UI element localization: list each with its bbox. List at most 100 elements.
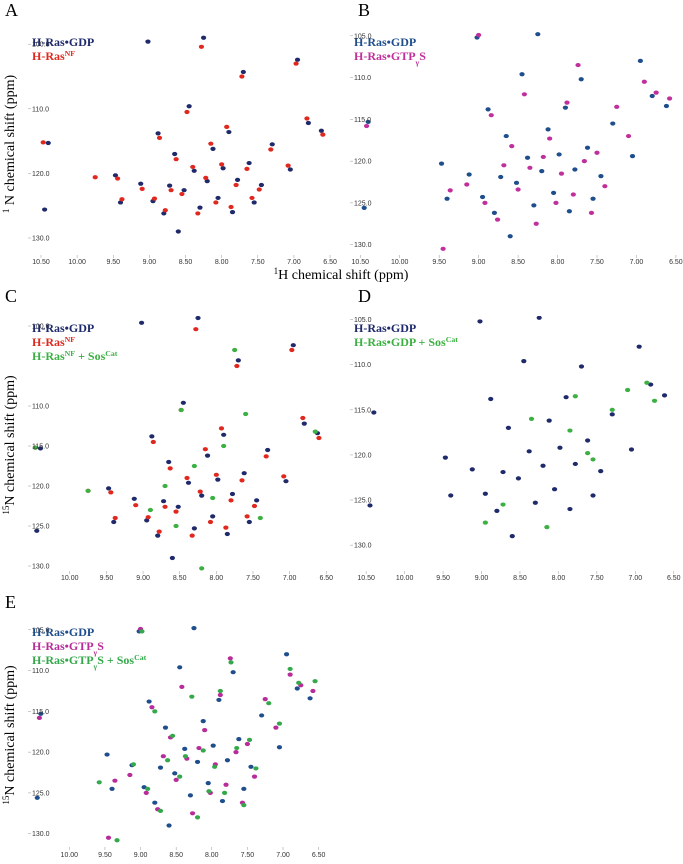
peak bbox=[233, 750, 239, 755]
x-tick-label: 7.00 bbox=[630, 259, 644, 266]
peak bbox=[482, 520, 488, 525]
y-tick-label: 115.0 bbox=[32, 709, 49, 716]
peak bbox=[234, 177, 241, 182]
text-part: NF bbox=[65, 349, 76, 358]
peak bbox=[180, 400, 186, 405]
peak bbox=[226, 129, 232, 135]
peak bbox=[300, 415, 306, 421]
text-part: H chemical shift (ppm) bbox=[278, 268, 409, 283]
x-tick-label: 8.00 bbox=[551, 259, 565, 266]
peak bbox=[625, 387, 631, 393]
peak bbox=[221, 443, 227, 449]
peak bbox=[283, 652, 290, 657]
text-part: H-Ras•GTP bbox=[354, 49, 416, 63]
peak bbox=[240, 69, 246, 75]
peak bbox=[532, 500, 538, 505]
y-tick-label: 125.0 bbox=[354, 498, 372, 505]
peak bbox=[251, 503, 258, 509]
peak bbox=[524, 155, 531, 160]
peak bbox=[581, 159, 587, 164]
peak bbox=[440, 246, 446, 251]
peak bbox=[200, 748, 206, 753]
peak bbox=[105, 835, 112, 840]
y-tick-label: 120.0 bbox=[32, 171, 50, 178]
x-tick-label: 6.50 bbox=[323, 259, 337, 266]
peak bbox=[117, 200, 124, 205]
peak bbox=[572, 167, 578, 172]
peak bbox=[442, 455, 448, 460]
peak bbox=[244, 166, 250, 171]
peak bbox=[651, 398, 658, 403]
peak bbox=[217, 692, 223, 698]
x-tick-label: 9.00 bbox=[143, 259, 157, 266]
peak bbox=[167, 466, 173, 471]
peak bbox=[509, 534, 515, 539]
peak bbox=[234, 745, 240, 751]
peak bbox=[594, 150, 600, 155]
peak bbox=[287, 672, 293, 677]
peak bbox=[191, 168, 197, 173]
x-tick-label: 9.50 bbox=[100, 575, 114, 582]
peak bbox=[224, 531, 230, 537]
panel-letter: B bbox=[358, 0, 370, 20]
x-tick-label: 10.00 bbox=[61, 852, 79, 859]
peak bbox=[293, 61, 299, 66]
peak bbox=[636, 344, 642, 349]
peak bbox=[494, 217, 501, 222]
peak bbox=[217, 688, 223, 694]
x-tick-label: 9.00 bbox=[475, 575, 489, 582]
peak bbox=[239, 74, 245, 79]
peak bbox=[285, 163, 291, 168]
x-tick-label: 10.00 bbox=[396, 575, 414, 582]
panel-letter: A bbox=[5, 0, 18, 20]
peak bbox=[130, 762, 137, 767]
plot-area bbox=[367, 316, 668, 539]
y-tick-label: 100.0 bbox=[32, 42, 50, 49]
peak bbox=[236, 736, 242, 742]
peak bbox=[246, 519, 252, 525]
peak bbox=[563, 395, 569, 400]
peak bbox=[482, 200, 488, 205]
peak bbox=[203, 175, 209, 181]
peak bbox=[447, 188, 453, 193]
peak bbox=[535, 32, 541, 37]
text-part: H-Ras•GTP bbox=[32, 653, 94, 667]
x-tick-label: 6.50 bbox=[669, 259, 683, 266]
peak bbox=[187, 793, 194, 798]
peak bbox=[112, 515, 118, 521]
peak bbox=[663, 103, 670, 109]
plot-area bbox=[40, 35, 326, 234]
peak bbox=[572, 394, 578, 399]
peak bbox=[229, 210, 236, 215]
peak bbox=[230, 670, 236, 675]
text-part: H-Ras•GDP bbox=[354, 35, 416, 49]
peak bbox=[138, 181, 144, 186]
peak bbox=[162, 208, 168, 213]
peak bbox=[127, 772, 133, 778]
peak bbox=[219, 162, 225, 167]
y-tick-label: 130.0 bbox=[32, 564, 50, 571]
peak bbox=[224, 758, 231, 763]
x-tick-label: 8.00 bbox=[205, 852, 219, 859]
peak bbox=[567, 428, 573, 433]
peak bbox=[287, 666, 293, 672]
peak bbox=[32, 445, 38, 450]
peak bbox=[194, 815, 201, 820]
peak bbox=[251, 200, 257, 205]
peak bbox=[629, 154, 636, 159]
peak bbox=[143, 790, 149, 796]
y-tick-label: 100.0 bbox=[32, 324, 50, 331]
peak bbox=[585, 438, 591, 443]
peak bbox=[191, 526, 197, 531]
peak bbox=[221, 432, 227, 437]
y-tick-label: 105.0 bbox=[32, 627, 50, 634]
peak bbox=[281, 474, 287, 479]
text-part: γ bbox=[415, 58, 420, 67]
peak bbox=[152, 800, 158, 805]
x-tick-label: 9.50 bbox=[98, 852, 112, 859]
peak bbox=[96, 780, 102, 785]
peak bbox=[515, 187, 521, 192]
peak bbox=[119, 197, 125, 202]
peak bbox=[190, 164, 196, 170]
y-tick-label: 105.0 bbox=[354, 33, 372, 40]
